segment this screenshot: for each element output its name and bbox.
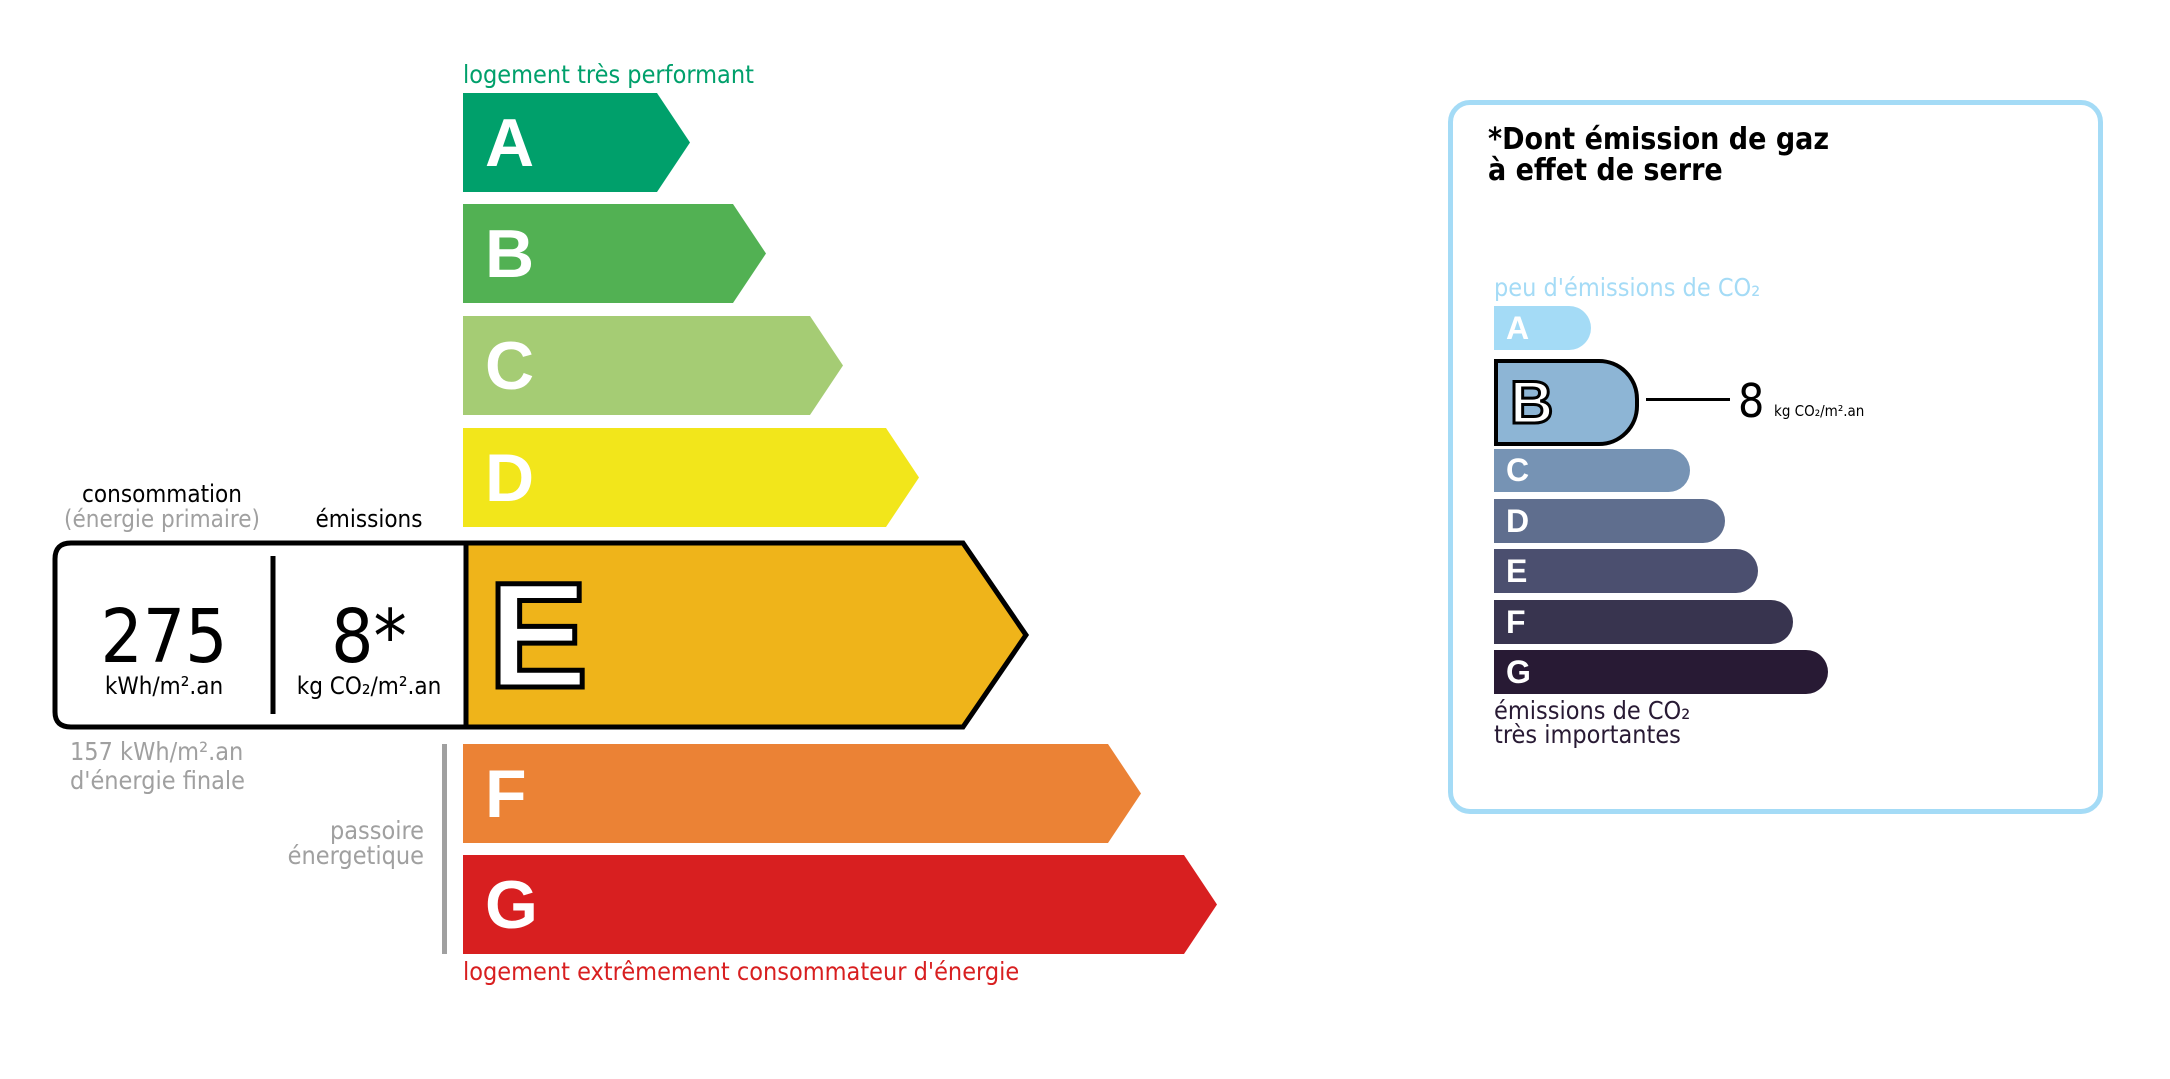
- ges-bottom-label-2: très importantes: [1494, 720, 1681, 749]
- energy-class-a: A: [463, 93, 690, 192]
- class-letter: D: [1506, 502, 1530, 539]
- consumption-value: 275: [100, 594, 228, 680]
- ges-class-f: F: [1494, 600, 1793, 644]
- passoire-bracket: [442, 744, 447, 954]
- ges-bottom-label-1: émissions de CO₂: [1494, 696, 1691, 725]
- ges-class-b: B: [1494, 359, 1639, 446]
- ges-class-g: G: [1494, 650, 1828, 694]
- class-letter: E: [1506, 552, 1528, 589]
- ges-class-d: D: [1494, 499, 1725, 543]
- ges-class-c: C: [1494, 449, 1690, 492]
- ges-unit: kg CO₂/m².an: [1774, 402, 1865, 420]
- energy-class-f: F: [463, 744, 1141, 843]
- class-letter: F: [1506, 603, 1526, 640]
- passoire-label-2: énergetique: [287, 841, 424, 870]
- energy-class-e: [463, 540, 1030, 730]
- class-letter: A: [485, 104, 535, 181]
- ges-panel: [1448, 100, 2103, 814]
- current-class-letter: E: [485, 549, 590, 722]
- energy-class-g: G: [463, 855, 1217, 954]
- consumption-label: consommation: [82, 480, 242, 508]
- class-letter: G: [485, 866, 538, 943]
- energy-class-b: B: [463, 204, 766, 303]
- energy-class-c: C: [463, 316, 843, 415]
- energy-class-d: D: [463, 428, 919, 527]
- class-letter: C: [485, 327, 535, 404]
- consumption-unit: kWh/m².an: [104, 672, 224, 700]
- top-label: logement très performant: [463, 60, 754, 89]
- value-box: [52, 540, 469, 730]
- passoire-label-1: passoire: [329, 816, 424, 845]
- ges-title-2: à effet de serre: [1488, 153, 1723, 188]
- ges-class-e: E: [1494, 549, 1758, 593]
- class-letter: D: [485, 439, 535, 516]
- current-ges-letter: B: [1508, 368, 1554, 438]
- consumption-sub: (énergie primaire): [64, 505, 260, 533]
- final-energy-value: 157 kWh/m².an: [70, 737, 244, 766]
- class-letter: G: [1506, 653, 1531, 690]
- ges-title-1: *Dont émission de gaz: [1488, 122, 1830, 157]
- ges-value-connector: [1646, 398, 1730, 401]
- class-letter: B: [485, 215, 535, 292]
- ges-class-a: A: [1494, 306, 1591, 350]
- emissions-unit: kg CO₂/m².an: [296, 672, 442, 700]
- ges-value: 8: [1738, 374, 1765, 428]
- emissions-label: émissions: [315, 505, 423, 533]
- ges-top-label: peu d'émissions de CO₂: [1494, 273, 1761, 302]
- class-letter: C: [1506, 452, 1530, 488]
- emissions-value: 8*: [331, 594, 407, 680]
- final-energy-label: d'énergie finale: [70, 766, 246, 795]
- class-letter: A: [1506, 309, 1530, 346]
- bottom-label: logement extrêmement consommateur d'éner…: [463, 957, 1020, 986]
- class-letter: F: [485, 755, 527, 832]
